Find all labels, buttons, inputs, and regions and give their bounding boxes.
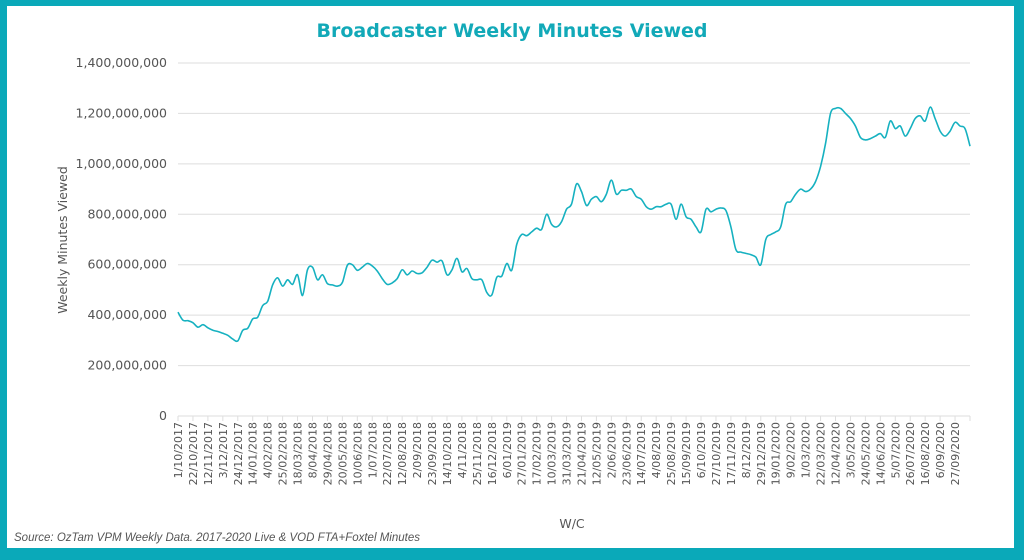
x-tick-label: 14/01/2018 [247,422,260,485]
x-tick-label: 12/11/2017 [202,422,215,485]
x-tick-label: 16/08/2020 [919,422,932,485]
y-tick-label: 800,000,000 [87,206,167,221]
x-tick-label: 31/03/2019 [561,422,574,485]
x-tick-label: 1/03/2020 [800,422,813,478]
y-tick-label: 200,000,000 [87,358,167,373]
gridlines [178,62,970,417]
x-tick-label: 27/01/2019 [516,422,529,485]
chart-frame [7,6,1014,548]
y-tick-label: 1,000,000,000 [76,156,167,171]
x-tick-label: 4/02/2018 [262,422,275,478]
x-tick-label: 16/12/2018 [486,422,499,485]
x-tick-label: 25/08/2019 [665,422,678,485]
x-tick-label: 20/05/2018 [336,422,349,485]
x-tick-label: 4/11/2018 [456,422,469,478]
series-line [177,106,971,343]
x-tick-label: 2/06/2019 [605,422,618,478]
x-tick-label: 14/07/2019 [635,422,648,485]
x-tick-label: 22/07/2018 [381,422,394,485]
x-tick-label: 12/08/2018 [396,422,409,485]
x-tick-label: 10/03/2019 [546,422,559,485]
chart-title: Broadcaster Weekly Minutes Viewed [316,20,708,42]
x-tick-label: 2/09/2018 [411,422,424,478]
x-tick-label: 23/06/2019 [620,422,633,485]
x-tick-label: 6/10/2019 [695,422,708,478]
x-tick-label: 12/05/2019 [590,422,603,485]
x-tick-label: 3/05/2020 [844,422,857,478]
x-tick-label: 4/08/2019 [650,422,663,478]
x-tick-label: 17/11/2019 [725,422,738,485]
x-tick-label: 12/04/2020 [830,422,843,485]
x-tick-label: 19/01/2020 [770,422,783,485]
x-tick-label: 8/04/2018 [306,422,319,478]
x-tick-label: 6/01/2019 [501,422,514,478]
x-tick-label: 1/07/2018 [366,422,379,478]
x-tick-label: 26/07/2020 [904,422,917,485]
x-tick-label: 8/12/2019 [740,422,753,478]
x-axis: 1/10/2017 22/10/2017 12/11/2017 3/12/2017 24… [172,416,971,485]
x-tick-label: 1/10/2017 [172,422,185,478]
x-tick-label: 10/06/2018 [351,422,364,485]
x-tick-label: 6/09/2020 [934,422,947,478]
x-tick-label: 22/03/2020 [815,422,828,485]
x-tick-label: 24/05/2020 [859,422,872,485]
x-tick-label: 29/04/2018 [321,422,334,485]
x-tick-label: 25/11/2018 [471,422,484,485]
x-tick-label: 24/12/2017 [232,422,245,485]
x-tick-label: 22/10/2017 [187,422,200,485]
y-tick-label: 1,200,000,000 [76,105,167,120]
y-tick-label: 400,000,000 [87,307,167,322]
x-axis-title: W/C [559,516,585,531]
x-tick-label: 5/07/2020 [889,422,902,478]
x-tick-label: 3/12/2017 [217,422,230,478]
y-tick-label: 1,400,000,000 [76,55,167,70]
x-tick-label: 29/12/2019 [755,422,768,485]
y-tick-label: 600,000,000 [87,257,167,272]
x-tick-label: 15/09/2019 [680,422,693,485]
source-note: Source: OzTam VPM Weekly Data. 2017-2020… [14,532,420,544]
x-tick-label: 17/02/2019 [531,422,544,485]
x-tick-label: 25/02/2018 [277,422,290,485]
x-tick-label: 18/03/2018 [292,422,305,485]
x-tick-label: 27/10/2019 [710,422,723,485]
x-tick-label: 14/10/2018 [441,422,454,485]
y-axis-ticks: 0 200,000,000 400,000,000 600,000,000 800,00… [76,55,168,423]
x-tick-label: 21/04/2019 [575,422,588,485]
x-tick-label: 14/06/2020 [874,422,887,485]
y-axis-title: Weekly Minutes Viewed [55,166,70,314]
x-tick-label: 9/02/2020 [785,422,798,478]
y-tick-label: 0 [159,408,167,423]
x-tick-label: 23/09/2018 [426,422,439,485]
x-tick-label: 27/09/2020 [949,422,962,485]
